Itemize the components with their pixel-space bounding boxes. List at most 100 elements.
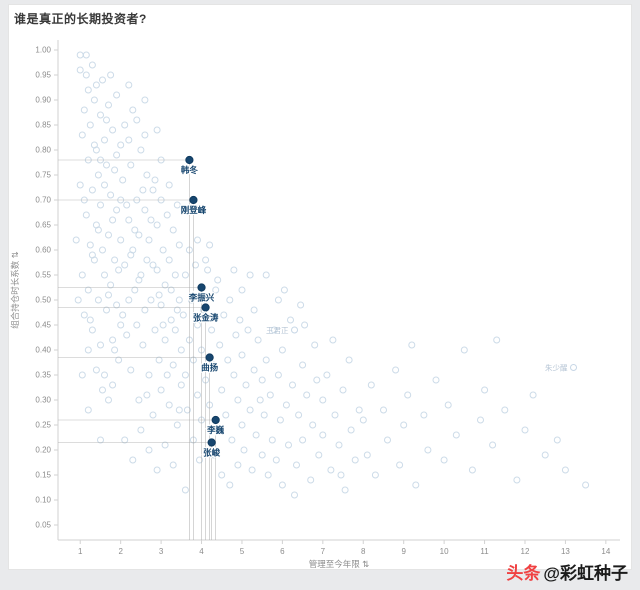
scatter-point[interactable] (327, 466, 335, 474)
scatter-point[interactable] (301, 321, 309, 329)
scatter-point[interactable] (181, 486, 189, 494)
scatter-point[interactable] (171, 326, 179, 334)
scatter-point[interactable] (109, 126, 117, 134)
scatter-point[interactable] (481, 386, 489, 394)
highlighted-point[interactable] (201, 303, 210, 312)
scatter-point[interactable] (153, 221, 161, 229)
scatter-point[interactable] (214, 426, 222, 434)
scatter-point[interactable] (268, 436, 276, 444)
scatter-point[interactable] (151, 326, 159, 334)
scatter-point[interactable] (187, 296, 195, 304)
scatter-point[interactable] (157, 386, 165, 394)
scatter-point[interactable] (250, 366, 258, 374)
scatter-point[interactable] (169, 226, 177, 234)
scatter-point[interactable] (214, 276, 222, 284)
scatter-point[interactable] (97, 201, 104, 209)
scatter-point[interactable] (145, 446, 153, 454)
scatter-point[interactable] (153, 466, 161, 474)
scatter-point[interactable] (121, 261, 129, 269)
scatter-point[interactable] (119, 176, 127, 184)
x-axis-title[interactable]: 管理至今年限 ⇅ (309, 559, 369, 569)
scatter-point[interactable] (153, 126, 161, 134)
scatter-point[interactable] (177, 381, 185, 389)
scatter-point[interactable] (206, 241, 214, 249)
scatter-point[interactable] (319, 431, 327, 439)
scatter-point[interactable] (105, 101, 112, 109)
scatter-point[interactable] (335, 441, 343, 449)
scatter-point[interactable] (161, 441, 169, 449)
scatter-point[interactable] (363, 451, 371, 459)
scatter-point[interactable] (105, 291, 112, 299)
scatter-point[interactable] (92, 366, 100, 374)
scatter-point[interactable] (82, 211, 90, 219)
scatter-point[interactable] (137, 426, 145, 434)
scatter-point[interactable] (145, 236, 153, 244)
scatter-point[interactable] (468, 466, 476, 474)
scatter-point[interactable] (315, 451, 323, 459)
scatter-point[interactable] (173, 201, 181, 209)
scatter-point[interactable] (149, 261, 157, 269)
scatter-point[interactable] (137, 146, 145, 154)
scatter-point[interactable] (297, 301, 305, 309)
scatter-point[interactable] (94, 296, 102, 304)
scatter-point[interactable] (165, 401, 173, 409)
scatter-point[interactable] (371, 471, 379, 479)
scatter-point[interactable] (76, 51, 84, 59)
scatter-point[interactable] (230, 371, 238, 379)
scatter-point[interactable] (147, 296, 155, 304)
scatter-point[interactable] (155, 356, 163, 364)
scatter-point[interactable] (262, 271, 270, 279)
scatter-point[interactable] (113, 91, 121, 99)
scatter-point[interactable] (311, 341, 319, 349)
scatter-point[interactable] (264, 471, 272, 479)
scatter-point[interactable] (155, 291, 163, 299)
scatter-point[interactable] (121, 436, 129, 444)
scatter-point[interactable] (553, 436, 561, 444)
scatter-point[interactable] (212, 286, 220, 294)
scatter-point[interactable] (94, 226, 102, 234)
scatter-point[interactable] (238, 421, 246, 429)
scatter-point[interactable] (501, 406, 509, 414)
scatter-point[interactable] (101, 371, 108, 379)
scatter-point[interactable] (323, 371, 331, 379)
scatter-point[interactable] (157, 301, 165, 309)
scatter-point[interactable] (194, 391, 201, 399)
scatter-point[interactable] (133, 321, 141, 329)
scatter-point[interactable] (127, 251, 135, 259)
highlighted-point[interactable] (185, 155, 194, 165)
scatter-point[interactable] (359, 416, 367, 424)
scatter-point[interactable] (384, 436, 391, 444)
scatter-point[interactable] (477, 416, 484, 424)
scatter-point[interactable] (319, 396, 327, 404)
scatter-point[interactable] (181, 271, 189, 279)
scatter-point[interactable] (121, 121, 129, 129)
scatter-point[interactable] (175, 296, 183, 304)
scatter-point[interactable] (105, 231, 112, 239)
scatter-point[interactable] (254, 336, 262, 344)
scatter-point[interactable] (299, 436, 307, 444)
scatter-point[interactable] (246, 271, 254, 279)
scatter-point[interactable] (258, 451, 266, 459)
scatter-point[interactable] (80, 106, 88, 114)
scatter-point[interactable] (299, 361, 307, 369)
scatter-point[interactable] (163, 371, 171, 379)
scatter-point[interactable] (218, 386, 226, 394)
scatter-point[interactable] (117, 236, 125, 244)
scatter-point[interactable] (115, 356, 123, 364)
y-axis-title[interactable]: 组合持仓时长系数 ⇅ (10, 251, 20, 329)
scatter-point[interactable] (109, 216, 117, 224)
scatter-point[interactable] (266, 391, 274, 399)
scatter-point[interactable] (125, 136, 133, 144)
scatter-point[interactable] (396, 461, 404, 469)
scatter-point[interactable] (84, 346, 92, 354)
scatter-point[interactable] (329, 336, 337, 344)
scatter-point[interactable] (84, 406, 92, 414)
scatter-point[interactable] (250, 306, 258, 314)
scatter-point[interactable] (92, 81, 100, 89)
scatter-point[interactable] (216, 341, 224, 349)
scatter-point[interactable] (169, 361, 177, 369)
scatter-point[interactable] (295, 411, 303, 419)
scatter-point[interactable] (94, 171, 102, 179)
scatter-point[interactable] (262, 356, 270, 364)
scatter-point[interactable] (90, 141, 98, 149)
